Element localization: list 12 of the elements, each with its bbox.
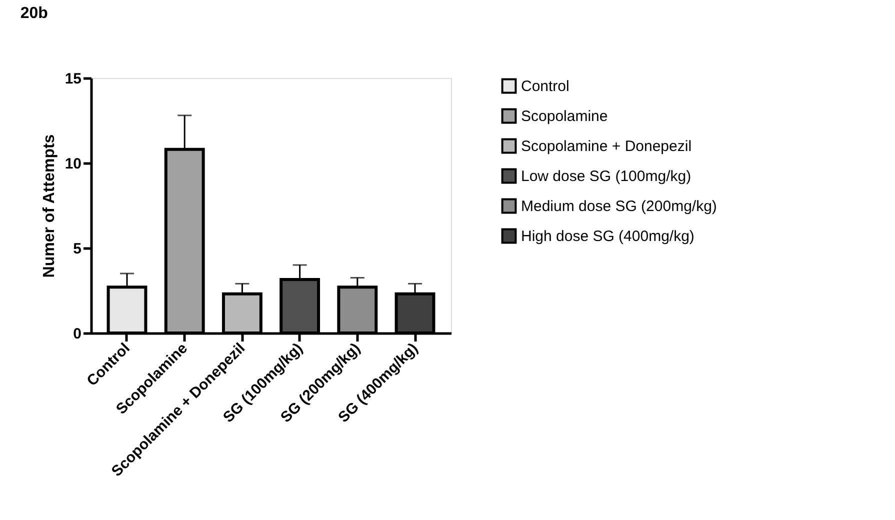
- legend-label: Control: [521, 78, 570, 95]
- y-tick-label: 10: [64, 156, 82, 172]
- legend-label: High dose SG (400mg/kg): [521, 228, 694, 245]
- legend-label: Low dose SG (100mg/kg): [521, 168, 692, 185]
- y-axis-title: Numer of Attempts: [40, 134, 58, 278]
- y-tick-label: 15: [64, 70, 82, 88]
- legend-label: Scopolamine: [521, 108, 608, 125]
- y-tick-label: 5: [73, 240, 82, 258]
- legend-label: Medium dose SG (200mg/kg): [521, 198, 717, 215]
- chart-title: 20b: [20, 5, 48, 22]
- y-tick-label: 0: [73, 326, 82, 342]
- legend-label: Scopolamine + Donepezil: [521, 138, 692, 155]
